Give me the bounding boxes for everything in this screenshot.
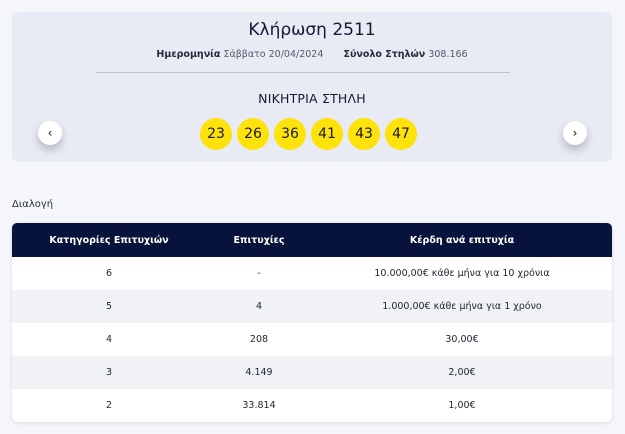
number-ball: 43 <box>348 118 380 150</box>
number-ball: 47 <box>385 118 417 150</box>
table-row: 5 4 1.000,00€ κάθε μήνα για 1 χρόνο <box>12 290 612 323</box>
columns-value: 308.166 <box>428 49 468 60</box>
number-ball: 41 <box>311 118 343 150</box>
table-row: 6 - 10.000,00€ κάθε μήνα για 10 χρόνια <box>12 257 612 290</box>
winners-cell: 208 <box>249 334 269 345</box>
winning-numbers: 23 26 36 41 43 47 <box>200 118 417 150</box>
prize-cell: 1,00€ <box>448 400 476 411</box>
previous-draw-button[interactable]: ‹ <box>38 121 62 145</box>
category-cell: 5 <box>105 301 113 312</box>
category-cell: 3 <box>105 367 113 378</box>
next-draw-button[interactable]: › <box>563 121 587 145</box>
winners-cell: 4 <box>255 301 263 312</box>
winners-cell: 33.814 <box>242 400 276 411</box>
prize-cell: 1.000,00€ κάθε μήνα για 1 χρόνο <box>382 301 542 312</box>
winning-column-label: ΝΙΚΗΤΡΙΑ ΣΤΗΛΗ <box>258 91 366 106</box>
chevron-left-icon: ‹ <box>47 126 53 140</box>
date-label: Ημερομηνία <box>156 49 221 60</box>
table-row: 3 4.149 2,00€ <box>12 356 612 389</box>
date-value: Σάββατο 20/04/2024 <box>223 49 324 60</box>
prize-cell: 10.000,00€ κάθε μήνα για 10 χρόνια <box>374 268 550 279</box>
divider <box>96 72 510 73</box>
table-row: 4 208 30,00€ <box>12 323 612 356</box>
prize-table: Κατηγορίες Επιτυχιών Επιτυχίες Κέρδη ανά… <box>12 223 612 422</box>
header-winners: Επιτυχίες <box>233 234 285 246</box>
number-ball: 36 <box>274 118 306 150</box>
draw-title: Κλήρωση 2511 <box>248 20 376 40</box>
table-header-row: Κατηγορίες Επιτυχιών Επιτυχίες Κέρδη ανά… <box>12 223 612 257</box>
columns-label: Σύνολο Στηλών <box>343 49 426 60</box>
winners-cell: - <box>257 268 261 279</box>
number-ball: 23 <box>200 118 232 150</box>
header-prize: Κέρδη ανά επιτυχία <box>409 234 515 246</box>
category-cell: 2 <box>105 400 113 411</box>
section-label: Διαλογή <box>12 199 54 210</box>
prize-cell: 30,00€ <box>445 334 479 345</box>
category-cell: 6 <box>105 268 113 279</box>
prize-cell: 2,00€ <box>448 367 476 378</box>
winners-cell: 4.149 <box>245 367 273 378</box>
category-cell: 4 <box>105 334 113 345</box>
chevron-right-icon: › <box>572 126 578 140</box>
table-row: 2 33.814 1,00€ <box>12 389 612 422</box>
header-category: Κατηγορίες Επιτυχιών <box>49 234 169 246</box>
draw-card: Κλήρωση 2511 Ημερομηνία Σάββατο 20/04/20… <box>12 12 612 162</box>
number-ball: 26 <box>237 118 269 150</box>
draw-meta: Ημερομηνία Σάββατο 20/04/2024 Σύνολο Στη… <box>12 49 612 60</box>
